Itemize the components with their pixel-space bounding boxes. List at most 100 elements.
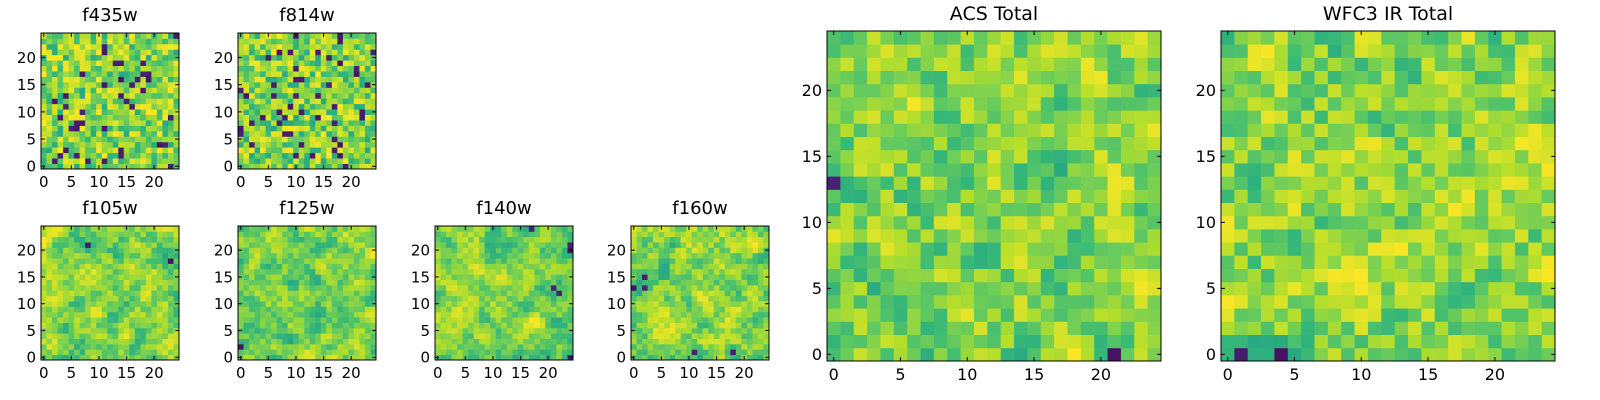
- heatmap-cell: [342, 136, 349, 143]
- heatmap-cell: [134, 114, 141, 121]
- heatmap-cell: [1421, 215, 1436, 230]
- heatmap-cell: [501, 295, 508, 302]
- heatmap-cell: [658, 322, 665, 329]
- heatmap-cell: [271, 327, 278, 334]
- heatmap-cell: [669, 349, 676, 356]
- heatmap-cell: [1488, 281, 1502, 296]
- heatmap-cell: [920, 110, 935, 124]
- heatmap-cell: [867, 136, 881, 151]
- heatmap-cell: [752, 226, 759, 232]
- heatmap-cell: [827, 255, 841, 269]
- heatmap-cell: [512, 284, 519, 291]
- heatmap-cell: [462, 290, 469, 297]
- heatmap-cell: [331, 258, 338, 264]
- heatmap-cell: [112, 327, 119, 334]
- heatmap-cell: [501, 252, 508, 259]
- heatmap-cell: [52, 290, 58, 297]
- heatmap-cell: [370, 98, 377, 105]
- heatmap-cell: [90, 76, 97, 83]
- heatmap-cell: [370, 290, 377, 297]
- heatmap-cell: [1054, 295, 1068, 309]
- heatmap-cell: [763, 258, 770, 264]
- heatmap-cell: [271, 141, 278, 148]
- heatmap-cell: [331, 349, 338, 356]
- heatmap-cell: [987, 189, 1002, 203]
- heatmap-cell: [1301, 255, 1315, 269]
- heatmap-cell: [512, 295, 519, 302]
- heatmap-cell: [1120, 308, 1135, 322]
- heatmap-cell: [757, 242, 764, 248]
- heatmap-cell: [353, 301, 360, 307]
- heatmap-cell: [249, 231, 255, 238]
- heatmap-cell: [669, 338, 676, 345]
- heatmap-cell: [647, 226, 654, 232]
- heatmap-cell: [118, 65, 125, 72]
- heatmap-cell: [960, 97, 975, 111]
- heatmap-cell: [364, 147, 371, 154]
- heatmap-cell: [293, 258, 300, 264]
- heatmap-cell: [96, 343, 103, 350]
- heatmap-cell: [315, 295, 322, 302]
- heatmap-cell: [1134, 136, 1149, 151]
- heatmap-cell: [495, 354, 502, 361]
- heatmap-cell: [52, 236, 58, 243]
- heatmap-cell: [74, 268, 81, 275]
- heatmap-cell: [348, 349, 355, 356]
- heatmap-cell: [156, 311, 163, 318]
- heatmap-cell: [933, 268, 948, 283]
- heatmap-cell: [68, 258, 75, 264]
- heatmap-cell: [680, 274, 687, 280]
- heatmap-cell: [287, 306, 294, 313]
- y-tick-label: 20: [607, 242, 626, 260]
- heatmap-cell: [763, 231, 770, 238]
- heatmap-cell: [528, 333, 535, 339]
- heatmap-cell: [691, 295, 698, 302]
- heatmap-cell: [1027, 347, 1042, 362]
- heatmap-cell: [1327, 242, 1342, 256]
- heatmap-cell: [539, 252, 546, 259]
- heatmap-cell: [68, 343, 75, 350]
- heatmap-cell: [920, 136, 935, 151]
- heatmap-cell: [763, 343, 770, 350]
- heatmap-cell: [506, 311, 513, 318]
- heatmap-cell: [260, 141, 266, 148]
- heatmap-cell: [304, 71, 311, 77]
- heatmap-cell: [243, 43, 250, 50]
- heatmap-cell: [1448, 215, 1462, 230]
- heatmap-cell: [746, 306, 753, 313]
- heatmap-cell: [686, 242, 693, 248]
- heatmap-cell: [298, 258, 305, 264]
- heatmap-cell: [243, 81, 250, 88]
- heatmap-cell: [1094, 308, 1108, 322]
- heatmap-cell: [479, 284, 486, 291]
- heatmap-cell: [353, 158, 360, 164]
- heatmap-cell: [636, 301, 643, 307]
- heatmap-cell: [1301, 347, 1315, 362]
- heatmap-cell: [112, 114, 119, 121]
- heatmap-cell: [260, 226, 266, 232]
- heatmap-cell: [348, 65, 355, 72]
- heatmap-cell: [1461, 242, 1476, 256]
- heatmap-cell: [933, 189, 948, 203]
- heatmap-cell: [337, 81, 344, 88]
- heatmap-cell: [1501, 295, 1516, 309]
- heatmap-cell: [501, 322, 508, 329]
- heatmap-cell: [326, 333, 333, 339]
- heatmap-cell: [642, 295, 648, 302]
- heatmap-cell: [686, 290, 693, 297]
- heatmap-cell: [1080, 176, 1095, 190]
- heatmap-cell: [506, 317, 513, 323]
- heatmap-cell: [145, 38, 152, 45]
- heatmap-cell: [353, 247, 360, 254]
- heatmap-cell: [567, 226, 574, 232]
- heatmap-cell: [74, 38, 81, 45]
- heatmap-cell: [752, 258, 759, 264]
- heatmap-cell: [973, 295, 988, 309]
- heatmap-cell: [370, 343, 377, 350]
- heatmap-cell: [140, 349, 147, 356]
- heatmap-cell: [1287, 242, 1302, 256]
- heatmap-cell: [238, 120, 244, 126]
- heatmap-cell: [642, 333, 648, 339]
- heatmap-cell: [134, 98, 141, 105]
